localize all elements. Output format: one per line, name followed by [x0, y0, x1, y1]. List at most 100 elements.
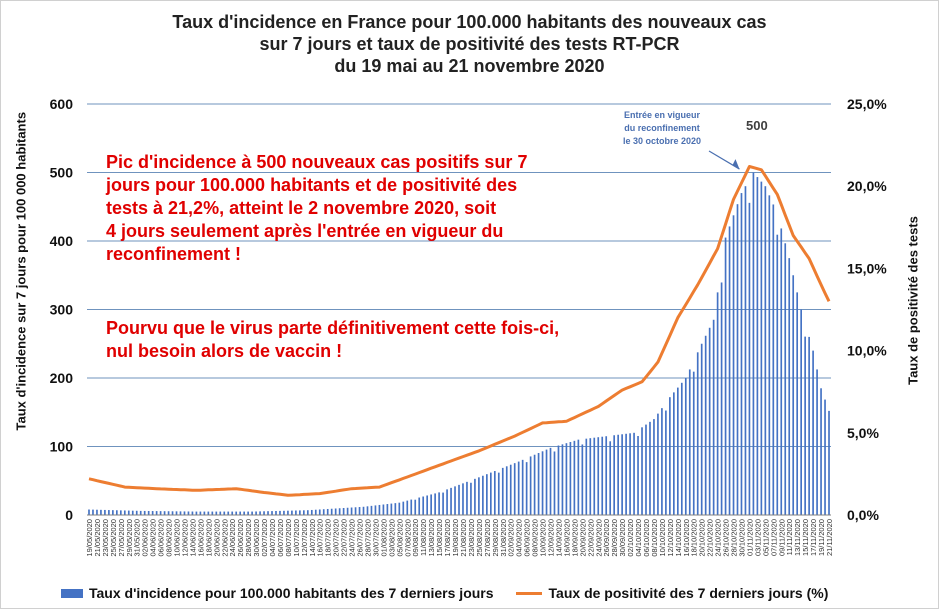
x-tick-label: 23/08/2020 — [467, 519, 476, 557]
x-tick-label: 18/06/2020 — [204, 519, 213, 557]
incidence-bar — [175, 511, 178, 515]
x-tick-label: 14/10/2020 — [674, 519, 683, 557]
x-tick-label: 23/05/2020 — [101, 519, 110, 557]
legend-label-positivity: Taux de positivité des 7 derniers jours … — [548, 585, 829, 601]
incidence-bar — [601, 436, 604, 515]
x-tick-label: 02/07/2020 — [260, 519, 269, 557]
x-tick-label: 17/11/2020 — [809, 519, 818, 556]
incidence-bar — [573, 440, 576, 515]
incidence-bar — [370, 505, 373, 515]
incidence-bar — [171, 511, 174, 515]
incidence-bar — [720, 282, 723, 515]
incidence-bar — [784, 243, 787, 516]
incidence-bar — [645, 424, 647, 515]
incidence-bar — [223, 511, 226, 515]
incidence-bar — [466, 481, 468, 515]
incidence-bar — [788, 258, 791, 515]
y-right-tick-label: 20,0% — [847, 178, 887, 194]
x-tick-label: 07/08/2020 — [403, 519, 412, 557]
x-tick-label: 31/08/2020 — [499, 519, 508, 557]
x-tick-label: 19/05/2020 — [85, 519, 94, 557]
incidence-bar — [565, 443, 568, 515]
incidence-bar — [808, 336, 810, 515]
incidence-bar — [486, 474, 488, 515]
incidence-bar — [605, 436, 608, 515]
x-tick-label: 20/06/2020 — [212, 519, 221, 557]
incidence-bar — [410, 499, 413, 515]
x-tick-label: 26/09/2020 — [602, 519, 611, 557]
incidence-bar — [354, 507, 357, 515]
incidence-bar — [195, 511, 198, 515]
x-tick-label: 02/10/2020 — [626, 519, 635, 557]
legend-item-incidence: Taux d'incidence pour 100.000 habitants … — [61, 585, 494, 601]
x-tick-label: 09/11/2020 — [777, 519, 786, 556]
incidence-bar — [517, 461, 520, 515]
incidence-bar — [302, 510, 305, 515]
incidence-bar — [796, 292, 799, 515]
incidence-bar — [792, 275, 795, 515]
x-tick-label: 13/08/2020 — [427, 519, 436, 557]
incidence-bar — [235, 511, 238, 515]
incidence-bars — [88, 172, 830, 516]
incidence-bar — [271, 511, 273, 515]
incidence-bar — [804, 336, 806, 515]
incidence-bar — [426, 495, 429, 515]
x-tick-label: 28/07/2020 — [364, 519, 373, 557]
incidence-bar — [521, 459, 524, 515]
x-tick-label: 22/10/2020 — [706, 519, 715, 557]
incidence-bar — [525, 462, 528, 515]
incidence-bar — [151, 511, 154, 515]
incidence-bar — [203, 511, 206, 515]
incidence-bar — [350, 507, 353, 515]
incidence-bar — [239, 511, 242, 515]
incidence-bar — [358, 507, 361, 515]
x-tick-label: 16/07/2020 — [316, 519, 325, 557]
incidence-bar — [442, 492, 444, 515]
incidence-bar — [135, 510, 138, 515]
incidence-bar — [104, 509, 106, 515]
incidence-bar — [458, 484, 460, 515]
incidence-bar — [553, 451, 556, 515]
x-tick-label: 11/08/2020 — [419, 519, 428, 556]
incidence-bar — [589, 438, 592, 515]
incidence-bar — [569, 441, 572, 515]
incidence-bar — [418, 497, 421, 515]
y-right-tick-label: 0,0% — [847, 507, 879, 523]
x-tick-label: 15/11/2020 — [801, 519, 810, 556]
incidence-bar — [537, 453, 540, 515]
x-tick-label: 05/08/2020 — [395, 519, 404, 557]
incidence-bar — [549, 447, 552, 515]
incidence-bar — [127, 510, 130, 515]
incidence-bar — [211, 511, 214, 515]
incidence-bar — [669, 397, 671, 515]
incidence-bar — [673, 392, 675, 515]
incidence-bar — [314, 509, 317, 515]
x-tick-label: 01/11/2020 — [745, 519, 754, 556]
incidence-bar — [474, 478, 476, 515]
incidence-bar — [581, 444, 584, 515]
incidence-bar — [633, 432, 635, 515]
x-tick-label: 26/06/2020 — [236, 519, 245, 557]
x-tick-label: 12/10/2020 — [666, 519, 675, 557]
incidence-bar — [497, 472, 500, 515]
incidence-bar — [438, 492, 440, 515]
x-tick-label: 28/10/2020 — [730, 519, 739, 557]
x-tick-label: 01/08/2020 — [379, 519, 388, 557]
incidence-bar — [310, 509, 313, 515]
incidence-bar — [629, 433, 631, 515]
x-tick-label: 15/08/2020 — [435, 519, 444, 557]
incidence-bar — [704, 335, 707, 515]
legend: Taux d'incidence pour 100.000 habitants … — [61, 585, 850, 601]
x-tick-label: 22/07/2020 — [340, 519, 349, 557]
chart-title-line-2: sur 7 jours et taux de positivité des te… — [259, 34, 680, 54]
x-tick-label: 14/07/2020 — [308, 519, 317, 557]
x-tick-label: 12/06/2020 — [181, 519, 190, 557]
chart-title-line-1: Taux d'incidence en France pour 100.000 … — [172, 12, 767, 32]
x-tick-label: 30/10/2020 — [738, 519, 747, 557]
incidence-bar — [732, 215, 735, 515]
incidence-bar — [676, 387, 679, 515]
incidence-bar — [191, 511, 194, 515]
incidence-bar — [661, 408, 663, 515]
y-left-tick-label: 300 — [50, 302, 74, 318]
